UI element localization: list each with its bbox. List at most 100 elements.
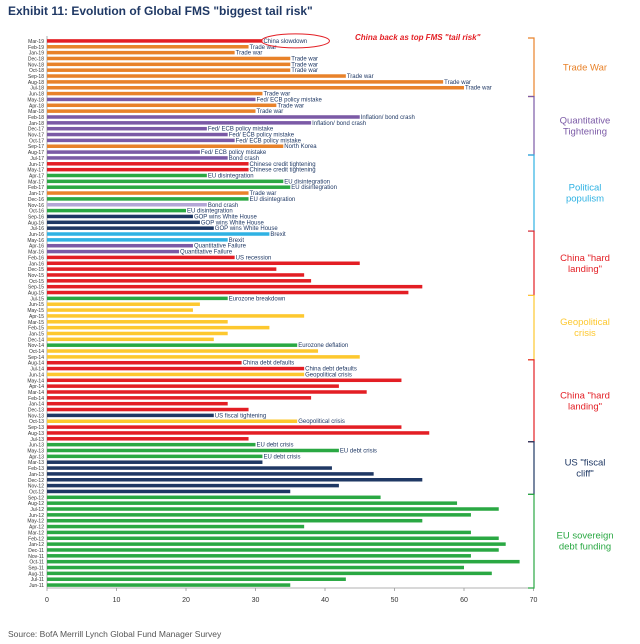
y-tick-label: Jul-13: [30, 437, 44, 443]
y-tick-label: Oct-18: [29, 68, 44, 74]
y-tick-label: Apr-16: [29, 244, 44, 250]
bar-label: GOP wins White House: [201, 220, 265, 226]
bar: [47, 378, 402, 383]
bar: [47, 343, 298, 347]
bar: [47, 220, 200, 225]
y-tick-label: Nov-18: [28, 62, 44, 68]
y-tick-label: Dec-17: [28, 127, 44, 133]
bar: [47, 454, 263, 459]
bar: [47, 185, 291, 189]
y-tick-label: Sep-18: [28, 74, 44, 80]
y-tick-label: Jan-15: [29, 331, 45, 337]
bar-label: Quantitative Failure: [194, 244, 247, 250]
y-tick-label: Apr-15: [29, 314, 44, 320]
bar: [47, 50, 235, 55]
y-tick-label: Jan-14: [29, 402, 45, 408]
y-tick-label: Apr-17: [29, 174, 44, 180]
bar: [47, 513, 471, 517]
y-tick-label: Apr-12: [29, 525, 44, 531]
bar-label: Fed/ ECB policy mistake: [257, 97, 323, 103]
bar: [47, 302, 200, 306]
bar-label: GOP wins White House: [194, 214, 258, 220]
y-tick-label: Oct-13: [29, 419, 44, 425]
bar: [47, 501, 458, 505]
y-tick-label: Jul-18: [30, 86, 44, 92]
y-tick-label: Jul-17: [30, 156, 44, 162]
bar: [47, 249, 180, 254]
bar: [47, 290, 409, 295]
bar-label: Trade war: [444, 80, 471, 86]
bar: [47, 80, 444, 84]
bar-label: Bond crash: [208, 203, 238, 209]
bar: [47, 507, 499, 511]
y-tick-label: Jun-13: [29, 443, 45, 449]
group-label: US "fiscal: [565, 458, 606, 469]
y-tick-label: Mar-12: [28, 530, 44, 536]
bar: [47, 431, 430, 435]
y-tick-label: May-18: [27, 97, 44, 103]
y-tick-label: Mar-19: [28, 39, 44, 45]
group-bracket: [528, 493, 535, 589]
y-tick-label: Dec-15: [28, 267, 44, 273]
bar-label: China slowdown: [263, 39, 307, 45]
bar: [47, 472, 374, 476]
bar: [47, 232, 270, 236]
y-tick-label: Oct-12: [29, 489, 44, 495]
bar-label: Trade war: [291, 68, 318, 74]
bar: [47, 115, 360, 119]
y-tick-label: May-15: [27, 308, 44, 314]
y-tick-label: Feb-12: [28, 536, 44, 542]
x-tick-label: 10: [113, 597, 121, 604]
bar: [47, 425, 402, 429]
y-tick-label: Sep-15: [28, 285, 44, 291]
chart-title: Exhibit 11: Evolution of Global FMS "big…: [8, 4, 313, 18]
x-tick-label: 30: [252, 597, 260, 604]
chart-subtitle: China back as top FMS "tail risk": [355, 33, 481, 42]
bar: [47, 273, 305, 277]
bar-label: Chinese credit tightening: [250, 162, 316, 168]
bar-label: Brexit: [270, 232, 286, 238]
y-tick-label: Oct-17: [29, 138, 44, 144]
bar: [47, 173, 207, 178]
group-bracket: [528, 359, 535, 443]
bar: [47, 320, 228, 324]
y-tick-label: Sep-13: [28, 425, 44, 431]
group-label: China "hard: [560, 390, 610, 401]
bar: [47, 203, 207, 207]
bar-label: Fed/ ECB policy mistake: [201, 150, 267, 156]
bar: [47, 349, 319, 353]
bar-label: EU debt crisis: [263, 454, 300, 460]
bar: [47, 238, 228, 242]
y-tick-label: Aug-15: [28, 291, 44, 297]
y-tick-label: Nov-14: [28, 343, 44, 349]
group-label: Trade War: [563, 62, 607, 73]
bar: [47, 460, 263, 464]
bar: [47, 355, 360, 359]
y-tick-label: Nov-17: [28, 133, 44, 139]
bar: [47, 407, 249, 412]
y-tick-label: May-16: [27, 238, 44, 244]
y-tick-label: Jun-12: [29, 513, 45, 519]
bar: [47, 536, 499, 541]
bar: [47, 296, 228, 301]
y-tick-label: Jun-14: [29, 372, 45, 378]
bar: [47, 150, 200, 154]
y-tick-label: Jul-14: [30, 367, 44, 373]
bar: [47, 442, 256, 447]
group-label: Tightening: [563, 126, 607, 137]
y-tick-label: Oct-11: [29, 560, 44, 566]
bar: [47, 577, 346, 581]
y-tick-label: Jun-15: [29, 302, 45, 308]
bar-label: North Korea: [284, 144, 317, 150]
y-tick-label: Jan-18: [29, 121, 45, 127]
group-label: Quantitative: [560, 115, 611, 126]
bar-label: US recession: [236, 255, 272, 261]
bar: [47, 156, 228, 160]
x-tick-label: 50: [391, 597, 399, 604]
bar-label: China debt defaults: [305, 367, 357, 373]
y-tick-label: Apr-18: [29, 103, 44, 109]
bar: [47, 56, 291, 61]
bar: [47, 126, 207, 131]
bar: [47, 167, 249, 172]
bar-label: Quantitative Failure: [180, 250, 233, 256]
